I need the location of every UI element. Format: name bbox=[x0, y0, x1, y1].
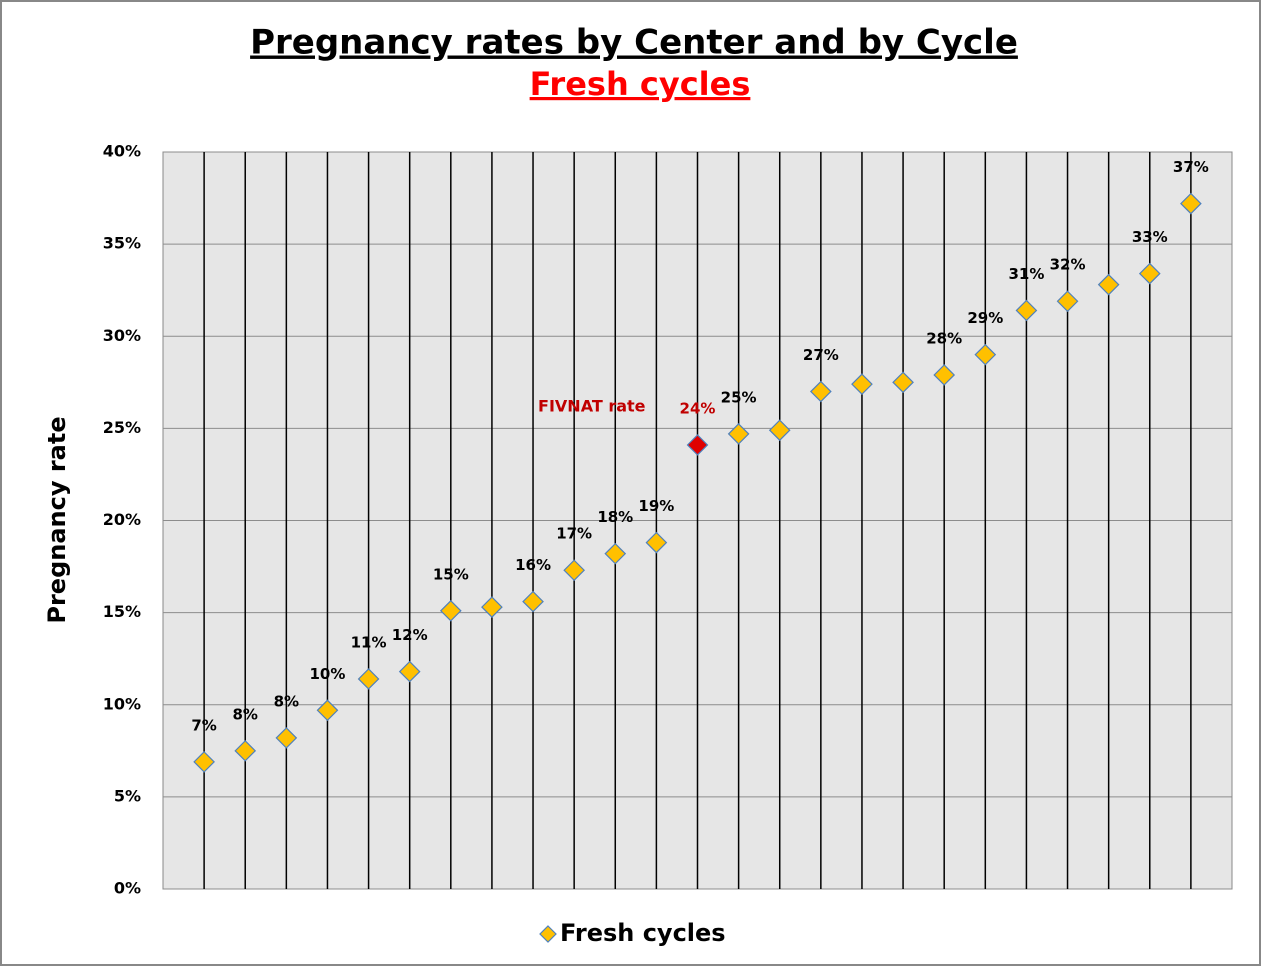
data-point bbox=[1015, 299, 1038, 322]
y-tick-label: 30% bbox=[103, 326, 141, 345]
data-point bbox=[645, 531, 668, 554]
y-tick-label: 20% bbox=[103, 510, 141, 529]
y-tick-label: 5% bbox=[114, 786, 141, 805]
y-axis-label: Pregnancy rate bbox=[43, 416, 71, 623]
data-label: 10% bbox=[310, 665, 346, 683]
data-point bbox=[1056, 290, 1079, 313]
data-point bbox=[316, 699, 339, 722]
data-point bbox=[686, 434, 709, 456]
data-label: 28% bbox=[926, 329, 962, 347]
data-point bbox=[1180, 192, 1202, 215]
y-tick-label: 25% bbox=[103, 418, 141, 437]
data-point bbox=[768, 419, 791, 442]
data-label: 19% bbox=[638, 497, 674, 515]
data-label: 7% bbox=[191, 716, 216, 734]
data-label: 37% bbox=[1173, 158, 1209, 176]
data-point bbox=[727, 423, 750, 445]
data-point bbox=[398, 660, 421, 683]
data-label: 24% bbox=[680, 399, 716, 417]
data-label: 18% bbox=[597, 508, 633, 526]
chart-subtitle: Fresh cycles bbox=[530, 65, 751, 103]
data-point bbox=[357, 668, 380, 690]
data-label: 15% bbox=[433, 565, 469, 583]
data-label: 16% bbox=[515, 556, 551, 574]
data-point bbox=[892, 371, 914, 394]
data-label: 25% bbox=[721, 388, 757, 406]
data-label: 11% bbox=[351, 633, 387, 651]
y-tick-label: 10% bbox=[103, 694, 141, 713]
data-label: 17% bbox=[556, 525, 592, 543]
data-point bbox=[193, 751, 215, 773]
data-label: 32% bbox=[1050, 256, 1086, 274]
y-tick-label: 15% bbox=[103, 602, 141, 621]
data-point bbox=[933, 364, 956, 386]
y-tick-label: 0% bbox=[114, 879, 141, 898]
data-point bbox=[439, 599, 462, 622]
data-label: 33% bbox=[1132, 228, 1168, 246]
data-label: 8% bbox=[232, 705, 257, 723]
data-point bbox=[974, 343, 997, 366]
data-point bbox=[604, 542, 627, 565]
data-point bbox=[275, 727, 298, 749]
data-label: 29% bbox=[967, 309, 1003, 327]
y-tick-label: 35% bbox=[103, 234, 141, 253]
data-point bbox=[1097, 273, 1120, 296]
data-point bbox=[522, 590, 544, 613]
data-label: 27% bbox=[803, 346, 839, 364]
data-point bbox=[563, 559, 586, 582]
data-point bbox=[481, 596, 503, 618]
data-label: 31% bbox=[1008, 265, 1044, 283]
legend-label: Fresh cycles bbox=[560, 919, 726, 947]
y-tick-label: 40% bbox=[103, 142, 141, 161]
data-point bbox=[234, 739, 257, 762]
data-point bbox=[809, 380, 832, 403]
annotation: FIVNAT rate bbox=[538, 396, 646, 415]
legend-marker bbox=[539, 925, 557, 943]
chart-title: Pregnancy rates by Center and by Cycle bbox=[250, 23, 1018, 63]
data-label: 8% bbox=[274, 692, 299, 710]
data-label: 12% bbox=[392, 626, 428, 644]
data-point bbox=[1138, 262, 1161, 285]
data-point bbox=[851, 373, 873, 396]
